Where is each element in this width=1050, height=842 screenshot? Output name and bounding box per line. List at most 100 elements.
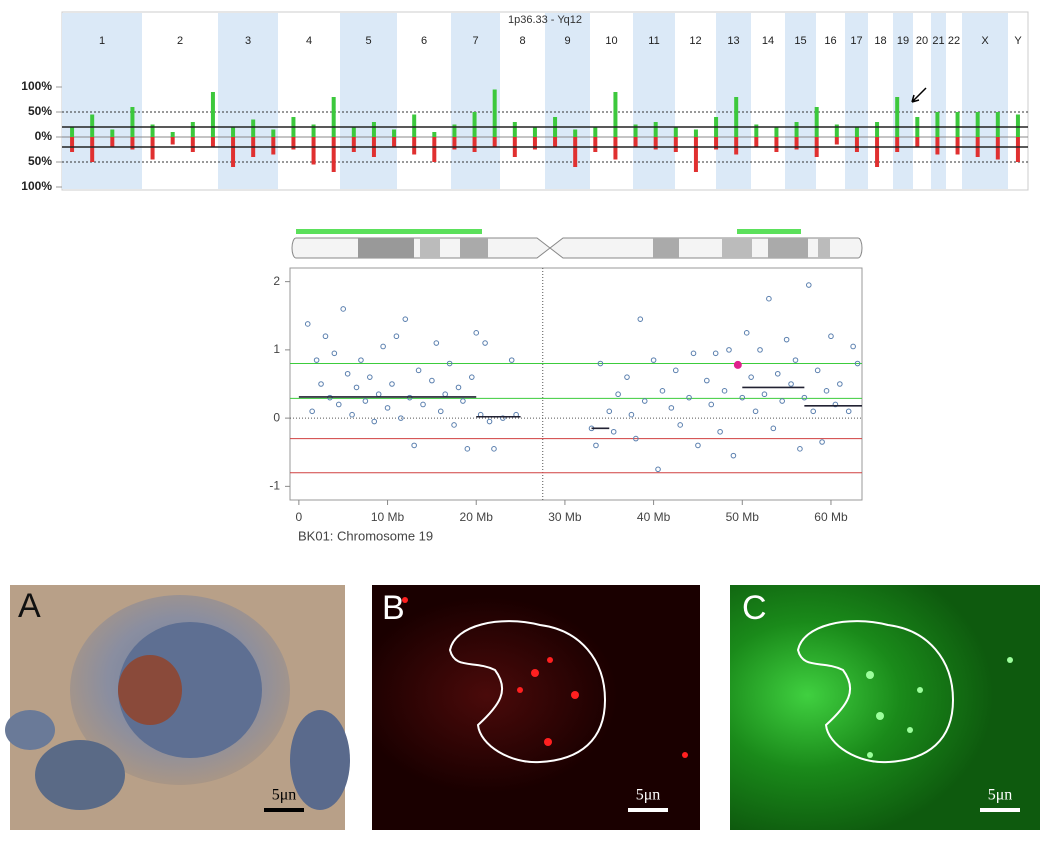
bar bbox=[834, 137, 839, 145]
point bbox=[704, 377, 710, 384]
bar bbox=[613, 92, 618, 137]
x-tick-label: 3 bbox=[245, 35, 251, 47]
bar bbox=[633, 137, 638, 147]
point bbox=[473, 330, 480, 336]
band-shade bbox=[451, 13, 500, 189]
point bbox=[805, 282, 812, 288]
point bbox=[349, 411, 355, 418]
bar bbox=[190, 122, 195, 137]
bar bbox=[110, 137, 115, 147]
bar bbox=[351, 137, 356, 152]
bar bbox=[331, 137, 336, 172]
band bbox=[818, 238, 830, 258]
point bbox=[371, 418, 378, 425]
signals bbox=[402, 597, 688, 758]
x-tick-label: 13 bbox=[727, 35, 739, 47]
bar bbox=[834, 124, 839, 137]
x-tick-label: Y bbox=[1014, 35, 1022, 47]
point bbox=[446, 360, 453, 367]
point bbox=[854, 360, 861, 367]
point bbox=[766, 295, 772, 302]
point bbox=[353, 384, 360, 391]
point bbox=[358, 357, 364, 363]
band-shade bbox=[62, 13, 142, 189]
panel-a: A 5μn bbox=[5, 585, 350, 830]
y-tick-label: 1 bbox=[273, 342, 280, 356]
bar bbox=[774, 137, 779, 152]
point bbox=[814, 367, 821, 374]
x-tick-label: 16 bbox=[824, 35, 836, 47]
bar bbox=[492, 137, 497, 147]
point bbox=[845, 408, 852, 415]
y-tick-label: 50% bbox=[28, 154, 52, 168]
bar bbox=[673, 137, 678, 152]
scale-bar bbox=[264, 808, 304, 812]
point bbox=[761, 391, 768, 398]
bar bbox=[351, 127, 356, 137]
bar bbox=[593, 137, 598, 152]
signals bbox=[866, 657, 1013, 758]
gain-region bbox=[737, 229, 801, 234]
point bbox=[686, 394, 692, 401]
bar bbox=[371, 122, 376, 137]
bar bbox=[130, 107, 135, 137]
x-tick-label: 5 bbox=[365, 35, 371, 47]
point bbox=[429, 377, 435, 384]
bar bbox=[392, 129, 397, 137]
bar bbox=[210, 137, 215, 147]
x-tick-label: 10 bbox=[605, 35, 617, 47]
point bbox=[748, 374, 754, 380]
bar bbox=[875, 122, 880, 137]
micrograph bbox=[730, 585, 1040, 830]
bar bbox=[995, 137, 1000, 160]
point bbox=[411, 442, 417, 449]
point bbox=[313, 357, 320, 363]
band-shade bbox=[633, 13, 675, 189]
band-shade bbox=[931, 13, 946, 189]
point bbox=[610, 428, 617, 435]
band bbox=[722, 238, 752, 258]
point bbox=[420, 401, 426, 408]
panel-label: A bbox=[18, 587, 41, 625]
bar bbox=[110, 129, 115, 137]
bar bbox=[854, 137, 859, 152]
point bbox=[788, 381, 794, 387]
point bbox=[597, 360, 604, 367]
point bbox=[500, 415, 506, 421]
point bbox=[451, 422, 457, 428]
panel-c: C 5μn bbox=[730, 585, 1040, 830]
x-tick-label: 19 bbox=[897, 35, 909, 47]
nucleus bbox=[35, 740, 125, 810]
point bbox=[455, 384, 462, 391]
bar bbox=[150, 124, 155, 137]
point bbox=[717, 428, 723, 435]
bar bbox=[1015, 137, 1020, 162]
x-tick-label: 20 Mb bbox=[460, 510, 494, 524]
scale-bar bbox=[628, 808, 668, 812]
bar bbox=[754, 124, 759, 137]
point bbox=[633, 435, 639, 442]
bar bbox=[653, 122, 658, 137]
point bbox=[433, 340, 440, 346]
x-tick-label: 40 Mb bbox=[637, 510, 671, 524]
point bbox=[340, 306, 347, 312]
x-tick-label: 10 Mb bbox=[371, 510, 405, 524]
bar bbox=[452, 124, 457, 137]
x-tick-label: 8 bbox=[519, 35, 525, 47]
y-tick-label: -1 bbox=[269, 479, 280, 493]
point bbox=[606, 408, 613, 415]
bar bbox=[975, 112, 980, 137]
panel-b: B 5μn bbox=[372, 585, 700, 830]
bar bbox=[150, 137, 155, 160]
point bbox=[464, 446, 471, 452]
point bbox=[823, 388, 830, 394]
point bbox=[482, 340, 488, 346]
outline bbox=[448, 620, 607, 764]
inclusion bbox=[118, 655, 182, 725]
bar bbox=[130, 137, 135, 150]
point bbox=[508, 357, 515, 363]
bar bbox=[1015, 114, 1020, 137]
y-tick-label: 2 bbox=[273, 274, 280, 288]
bar bbox=[693, 137, 698, 172]
